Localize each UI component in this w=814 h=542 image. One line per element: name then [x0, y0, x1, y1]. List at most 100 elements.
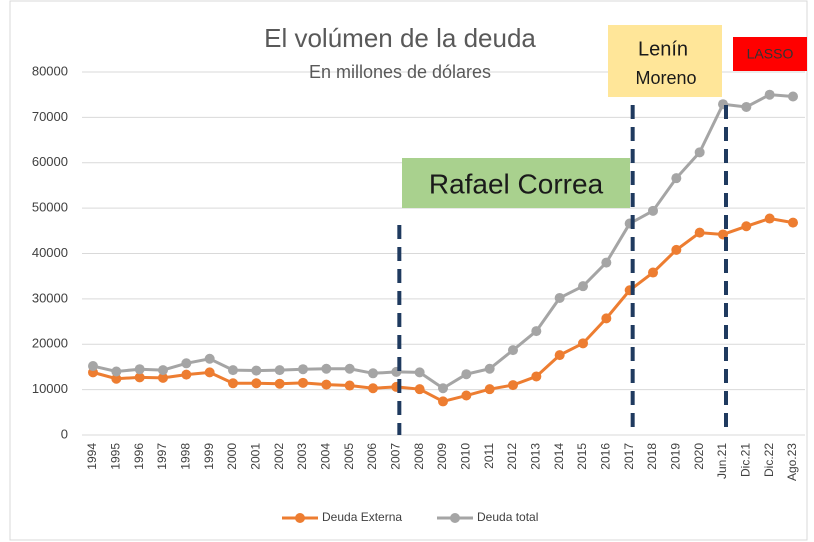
annotation-text: LASSO — [747, 46, 794, 62]
x-tick-label: 2006 — [365, 443, 379, 470]
x-tick-label: 2009 — [435, 443, 449, 470]
point — [368, 383, 378, 394]
x-tick-label: 2000 — [225, 443, 239, 470]
point — [228, 365, 238, 376]
point — [274, 365, 285, 376]
annotation-text: Lenín — [638, 38, 688, 60]
x-tick-label: 1995 — [109, 443, 123, 470]
grid: 0 10000 20000 30000 40000 50000 60000 70000 8000… — [32, 63, 805, 481]
point — [484, 363, 495, 374]
annotation-box — [402, 158, 630, 208]
legend-label: Deuda total — [477, 510, 538, 524]
point — [181, 358, 192, 369]
point — [788, 91, 798, 102]
annotation-box — [733, 37, 807, 71]
point — [764, 213, 775, 224]
chart-subtitle: En millones de dólares — [309, 62, 491, 82]
x-tick-label: 2002 — [272, 443, 286, 470]
point — [671, 173, 682, 184]
point — [461, 390, 472, 401]
x-tick-label: 2007 — [389, 443, 403, 470]
legend-marker — [295, 513, 305, 523]
point — [251, 365, 262, 376]
point — [694, 227, 705, 238]
x-tick-label: 2013 — [529, 443, 543, 470]
point — [694, 147, 705, 158]
x-tick-label: 2020 — [692, 443, 706, 470]
y-tick-label: 0 — [61, 426, 68, 441]
x-tick-label: 2016 — [599, 443, 613, 470]
x-tick-label: 1994 — [85, 443, 99, 470]
x-tick-label: 2001 — [249, 443, 263, 470]
point — [764, 89, 775, 100]
point — [204, 353, 215, 364]
point — [438, 383, 448, 394]
point — [601, 313, 612, 324]
point — [414, 384, 425, 395]
point — [344, 380, 355, 391]
point — [88, 361, 98, 372]
point — [578, 338, 588, 349]
y-tick-label: 80000 — [32, 63, 68, 78]
point — [508, 380, 518, 391]
point — [601, 257, 612, 268]
x-tick-label: 2014 — [552, 443, 566, 470]
x-tick-label: 2012 — [505, 443, 519, 470]
point — [134, 364, 145, 375]
point — [788, 217, 798, 228]
annotations: Rafael Correa Lenín Moreno LASSO — [397, 25, 807, 435]
point — [648, 267, 658, 278]
point — [298, 364, 308, 375]
chart-title: El volúmen de la deuda — [264, 23, 536, 53]
point — [438, 396, 448, 407]
point — [554, 292, 565, 303]
point — [228, 378, 238, 389]
point — [181, 369, 192, 380]
x-tick-label: 1996 — [132, 443, 146, 470]
y-tick-label: 30000 — [32, 290, 68, 305]
point — [158, 372, 168, 383]
x-tick-label: 1998 — [179, 443, 193, 470]
point — [508, 345, 518, 356]
x-tick-label: 2003 — [295, 443, 309, 470]
point — [298, 377, 308, 388]
point — [671, 244, 682, 255]
point — [274, 378, 285, 389]
x-tick-label: Dic.21 — [739, 443, 753, 477]
point — [321, 363, 332, 374]
x-tick-label: 2010 — [459, 443, 473, 470]
point — [111, 373, 122, 384]
x-tick-label: 2018 — [645, 443, 659, 470]
x-tick-label: 2008 — [412, 443, 426, 470]
y-tick-label: 70000 — [32, 109, 68, 124]
y-tick-label: 50000 — [32, 200, 68, 215]
annotation-text: Rafael Correa — [429, 168, 604, 199]
point — [531, 371, 542, 382]
point — [111, 366, 122, 377]
x-tick-label: Ago.23 — [785, 443, 799, 481]
point — [204, 367, 215, 378]
x-tick-label: 2005 — [342, 443, 356, 470]
x-tick-label: 1999 — [202, 443, 216, 470]
point — [718, 229, 728, 240]
y-tick-label: 20000 — [32, 336, 68, 351]
y-tick-label: 10000 — [32, 381, 68, 396]
point — [251, 378, 262, 389]
point — [344, 363, 355, 374]
point — [414, 367, 425, 378]
point — [554, 350, 565, 361]
x-tick-label: 2017 — [622, 443, 636, 470]
annotation-text: Moreno — [635, 68, 696, 88]
point — [461, 369, 472, 380]
point — [531, 326, 542, 337]
x-tick-label: Jun.21 — [715, 443, 729, 479]
point — [578, 281, 588, 292]
point — [741, 101, 752, 112]
point — [158, 365, 168, 376]
x-tick-label: 2004 — [319, 443, 333, 470]
annotation-box — [608, 25, 722, 97]
point — [648, 205, 658, 216]
x-tick-label: 2019 — [669, 443, 683, 470]
y-tick-label: 40000 — [32, 245, 68, 260]
